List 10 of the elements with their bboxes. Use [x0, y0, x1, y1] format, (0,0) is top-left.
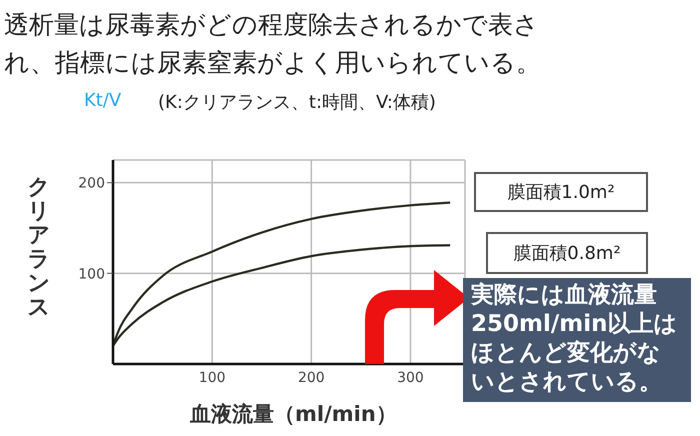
chart-subtitle: Kt/V [84, 90, 122, 111]
text: 膜面積1.0m² [474, 172, 648, 212]
text: (K:クリアランス、t:時間、V:体積) [158, 91, 436, 114]
y-axis-title: クリアランス [28, 175, 50, 320]
x-tick-label: 300 [397, 370, 424, 386]
chart-title: 透析量は尿毒素がどの程度除去されるかで表され、指標には尿素窒素がよく用いられている。 [4, 9, 542, 79]
x-axis-title: 血液流量（ml/min） [190, 401, 397, 428]
text: 膜面積0.8m² [486, 232, 648, 274]
x-tick-label: 200 [298, 370, 325, 386]
x-tick-label: 100 [198, 370, 226, 386]
